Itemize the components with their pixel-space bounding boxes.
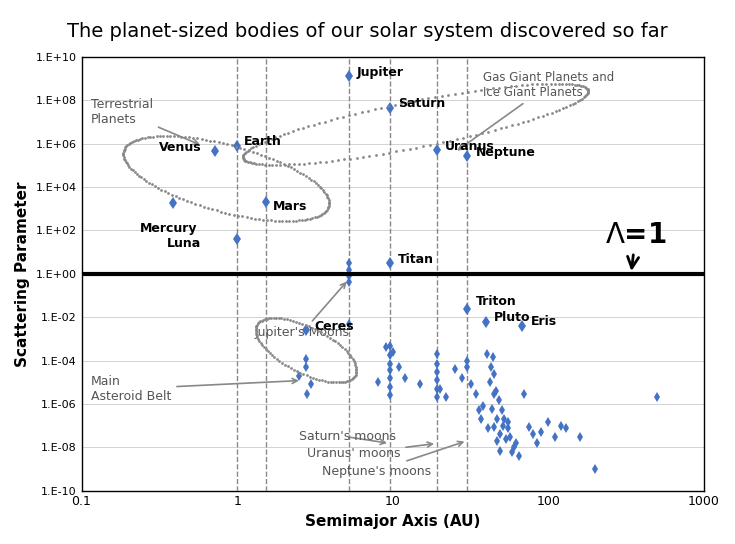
Text: Jupiter: Jupiter bbox=[357, 66, 404, 79]
Text: Uranus' moons: Uranus' moons bbox=[306, 442, 432, 460]
Text: Saturn: Saturn bbox=[398, 97, 445, 110]
Text: $\Lambda$=1: $\Lambda$=1 bbox=[605, 221, 667, 268]
Text: Mars: Mars bbox=[273, 200, 307, 213]
Text: Triton: Triton bbox=[476, 295, 516, 308]
Text: Ceres: Ceres bbox=[315, 319, 354, 332]
X-axis label: Semimajor Axis (AU): Semimajor Axis (AU) bbox=[305, 514, 481, 529]
Text: Main
Asteroid Belt: Main Asteroid Belt bbox=[91, 375, 297, 403]
Text: Jupiter's Moons: Jupiter's Moons bbox=[255, 283, 350, 339]
Y-axis label: Scattering Parameter: Scattering Parameter bbox=[15, 181, 30, 367]
Text: Gas Giant Planets and
Ice Giant Planets: Gas Giant Planets and Ice Giant Planets bbox=[459, 71, 614, 150]
Text: Titan: Titan bbox=[398, 253, 434, 266]
Text: Neptune: Neptune bbox=[476, 146, 535, 159]
Text: The planet-sized bodies of our solar system discovered so far: The planet-sized bodies of our solar sys… bbox=[67, 22, 668, 41]
Text: Earth: Earth bbox=[244, 135, 282, 149]
Text: Pluto: Pluto bbox=[494, 311, 531, 324]
Text: Eris: Eris bbox=[531, 315, 556, 328]
Text: Venus: Venus bbox=[159, 141, 201, 153]
Text: Luna: Luna bbox=[167, 237, 201, 250]
Text: Saturn's moons: Saturn's moons bbox=[299, 430, 396, 444]
Text: Uranus: Uranus bbox=[445, 140, 495, 153]
Text: Neptune's moons: Neptune's moons bbox=[322, 441, 463, 478]
Text: Terrestrial
Planets: Terrestrial Planets bbox=[91, 98, 198, 144]
Text: Mercury: Mercury bbox=[140, 222, 198, 235]
